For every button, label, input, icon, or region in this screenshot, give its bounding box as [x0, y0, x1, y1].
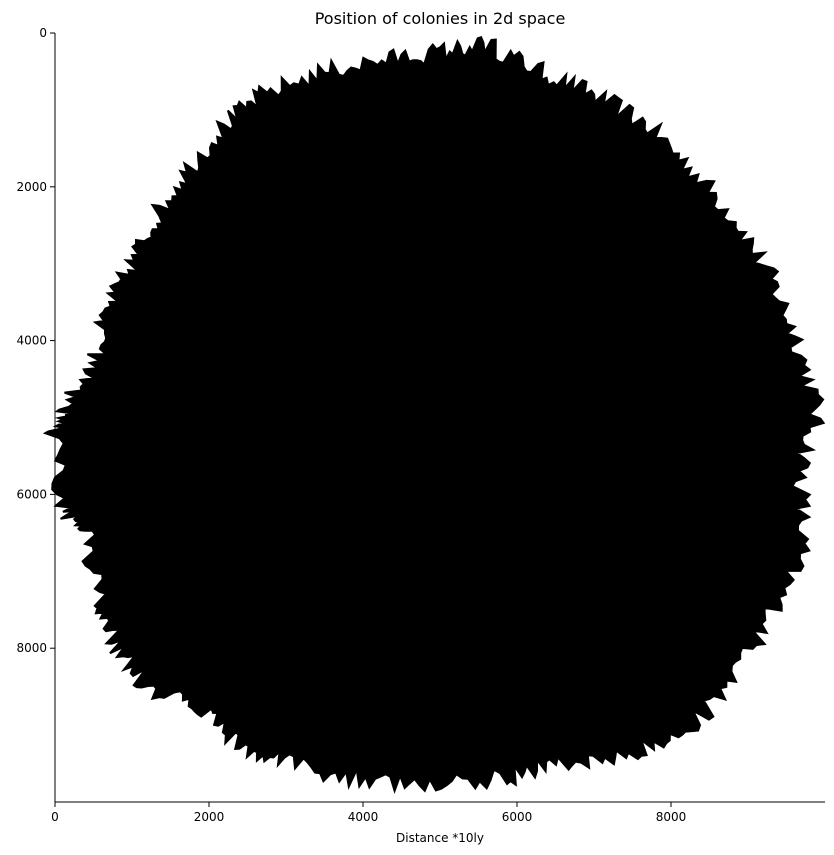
y-tick-label: 0	[39, 26, 47, 40]
y-tick-label: 6000	[16, 487, 47, 501]
x-tick-label: 2000	[194, 810, 225, 824]
y-axis-ticks: 0 2000 4000 6000 8000	[16, 26, 55, 655]
plot-area	[42, 35, 826, 794]
x-tick-label: 8000	[656, 810, 687, 824]
chart-title: Position of colonies in 2d space	[315, 9, 566, 28]
x-axis-ticks: 0 2000 4000 6000 8000	[51, 802, 686, 824]
x-tick-label: 0	[51, 810, 59, 824]
x-tick-label: 4000	[348, 810, 379, 824]
y-tick-label: 2000	[16, 180, 47, 194]
x-axis-label: Distance *10ly	[396, 831, 484, 845]
y-tick-label: 8000	[16, 641, 47, 655]
y-tick-label: 4000	[16, 334, 47, 348]
colony-cluster	[42, 35, 826, 794]
x-tick-label: 6000	[502, 810, 533, 824]
